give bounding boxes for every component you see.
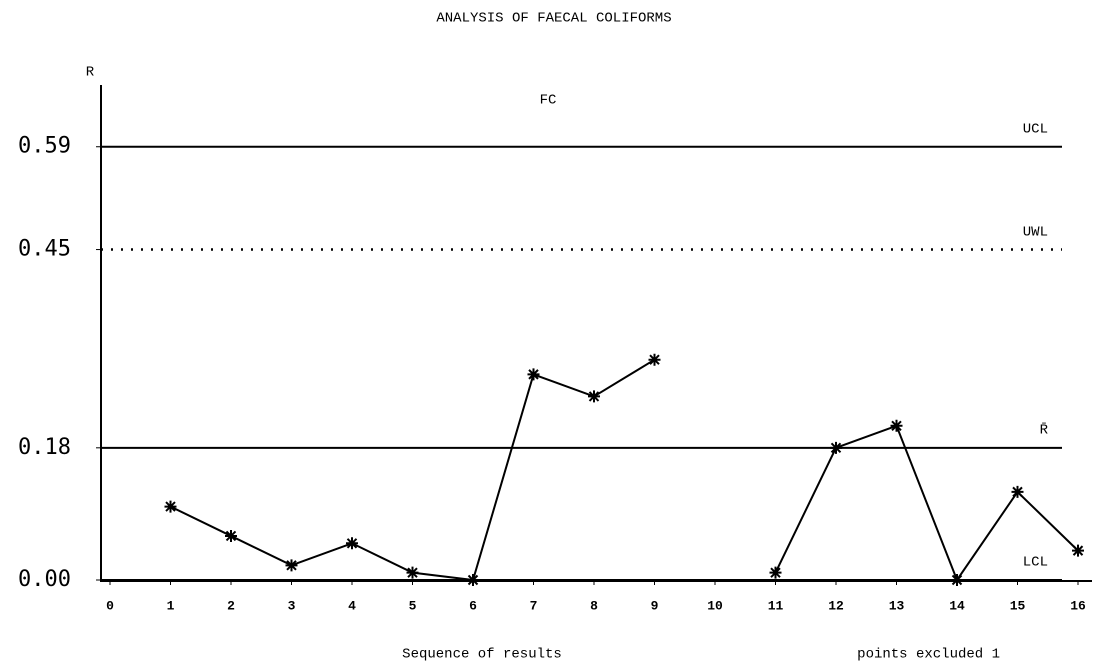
asterisk (1011, 485, 1024, 498)
asterisk (225, 529, 237, 542)
data-point (1011, 485, 1024, 498)
data-point (164, 500, 177, 513)
reference-label: R̄ (1040, 422, 1049, 438)
chart-subtitle: FC (540, 93, 557, 109)
data-point (285, 559, 298, 572)
data-point (830, 441, 842, 454)
data-point (769, 566, 782, 579)
x-tick-label: 3 (288, 598, 296, 613)
asterisk (588, 390, 600, 403)
asterisk (346, 537, 358, 550)
data-point (406, 566, 419, 579)
y-axis-label: R (86, 65, 95, 81)
x-tick-label: 7 (530, 598, 538, 613)
data-point (346, 537, 358, 550)
x-tick-label: 13 (889, 598, 905, 613)
data-point (951, 574, 963, 586)
chart-title: ANALYSIS OF FAECAL COLIFORMS (436, 11, 671, 27)
y-tick-label: 0.45 (18, 237, 71, 262)
y-tick-label: 0.18 (18, 435, 71, 460)
data-point (1072, 544, 1084, 557)
data-point (527, 368, 540, 381)
reference-label: LCL (1023, 555, 1048, 571)
x-tick-label: 2 (227, 598, 235, 613)
y-tick-label: 0.59 (18, 134, 71, 159)
data-point (467, 574, 479, 586)
x-tick-label: 6 (469, 598, 477, 613)
x-tick-label: 11 (768, 598, 784, 613)
x-tick-label: 1 (167, 598, 175, 613)
asterisk (1072, 544, 1084, 557)
x-tick-label: 8 (590, 598, 598, 613)
asterisk (648, 353, 661, 366)
asterisk (467, 574, 479, 586)
asterisk (406, 566, 419, 579)
x-tick-label: 10 (707, 598, 723, 613)
x-tick-label: 9 (651, 598, 659, 613)
data-line (170, 358, 1079, 583)
asterisk (527, 368, 540, 381)
asterisk (890, 419, 903, 432)
y-tick-label: 0.00 (18, 567, 71, 592)
asterisk (285, 559, 298, 572)
x-tick-label: 0 (106, 598, 114, 613)
asterisk (164, 500, 177, 513)
x-tick-label: 5 (409, 598, 417, 613)
data-point (890, 419, 903, 432)
x-tick-label: 15 (1010, 598, 1026, 613)
x-tick-label: 4 (348, 598, 356, 613)
asterisk (769, 566, 782, 579)
reference-label: UWL (1023, 224, 1048, 240)
data-point (588, 390, 600, 403)
data-point (225, 529, 237, 542)
reference-label: UCL (1023, 121, 1048, 137)
asterisk (951, 574, 963, 586)
x-tick-label: 16 (1070, 598, 1086, 613)
x-axis-label: Sequence of results (402, 647, 562, 663)
x-tick-label: 14 (949, 598, 965, 613)
data-point (648, 353, 661, 366)
asterisk (830, 441, 842, 454)
x-tick-label: 12 (828, 598, 844, 613)
annotation: points excluded 1 (857, 647, 1000, 663)
